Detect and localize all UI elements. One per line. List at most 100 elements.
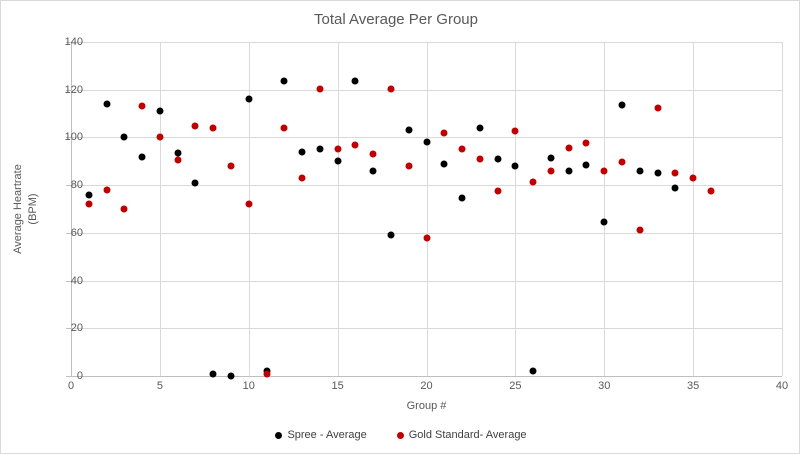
data-point-gold-standard[interactable] — [582, 139, 590, 147]
data-point-gold-standard[interactable] — [440, 129, 448, 137]
data-point-spree[interactable] — [636, 167, 644, 175]
y-axis-title-line2: (BPM) — [27, 193, 39, 225]
y-tick-label: 100 — [64, 131, 83, 144]
y-tick-mark — [66, 185, 71, 187]
data-point-gold-standard[interactable] — [316, 85, 324, 93]
data-point-gold-standard[interactable] — [387, 85, 395, 93]
y-tick-label: 140 — [64, 36, 83, 48]
data-point-gold-standard[interactable] — [671, 169, 679, 177]
data-point-spree[interactable] — [494, 155, 502, 163]
data-point-gold-standard[interactable] — [280, 124, 288, 132]
data-point-gold-standard[interactable] — [298, 174, 306, 182]
data-point-gold-standard[interactable] — [174, 156, 182, 164]
x-tick-label: 25 — [509, 380, 522, 392]
data-point-spree[interactable] — [369, 167, 377, 175]
data-point-spree[interactable] — [334, 157, 342, 165]
data-point-spree[interactable] — [191, 179, 199, 187]
data-point-gold-standard[interactable] — [689, 174, 697, 182]
x-tick-label: 35 — [687, 380, 700, 392]
x-tick-label: 5 — [156, 380, 163, 392]
data-point-gold-standard[interactable] — [707, 187, 715, 195]
legend-item-gold-standard[interactable]: Gold Standard- Average — [396, 429, 527, 441]
data-point-spree[interactable] — [582, 161, 590, 169]
data-point-spree[interactable] — [511, 162, 519, 170]
data-point-spree[interactable] — [476, 124, 484, 132]
y-tick-mark — [66, 328, 71, 330]
data-point-spree[interactable] — [529, 367, 537, 375]
data-point-spree[interactable] — [458, 194, 466, 202]
data-point-spree[interactable] — [120, 133, 128, 141]
x-tick-label: 20 — [420, 380, 433, 392]
data-point-spree[interactable] — [565, 167, 573, 175]
legend-item-spree[interactable]: Spree - Average — [275, 429, 367, 441]
data-point-gold-standard[interactable] — [120, 205, 128, 213]
data-point-gold-standard[interactable] — [565, 144, 573, 152]
data-point-gold-standard[interactable] — [636, 226, 644, 234]
data-point-spree[interactable] — [654, 169, 662, 177]
data-point-spree[interactable] — [423, 138, 430, 146]
y-tick-mark — [66, 137, 71, 139]
y-tick-mark — [66, 89, 71, 91]
data-point-spree[interactable] — [387, 231, 395, 239]
data-point-spree[interactable] — [85, 191, 93, 199]
data-point-spree[interactable] — [298, 148, 306, 156]
data-point-spree[interactable] — [138, 153, 146, 160]
data-point-gold-standard[interactable] — [227, 162, 235, 170]
y-tick-mark — [66, 232, 71, 234]
y-tick-mark — [66, 280, 71, 282]
data-point-gold-standard[interactable] — [209, 124, 217, 132]
x-axis-title[interactable]: Group # — [406, 400, 447, 412]
data-point-gold-standard[interactable] — [351, 141, 359, 149]
gridline-vertical — [426, 42, 428, 376]
data-point-gold-standard[interactable] — [156, 133, 164, 141]
data-point-gold-standard[interactable] — [458, 145, 466, 153]
data-point-gold-standard[interactable] — [423, 234, 430, 242]
gridline-vertical — [515, 42, 517, 376]
data-point-spree[interactable] — [671, 184, 679, 192]
gridline-vertical — [248, 42, 250, 376]
data-point-gold-standard[interactable] — [618, 158, 626, 166]
data-point-spree[interactable] — [245, 95, 253, 103]
data-point-gold-standard[interactable] — [654, 104, 662, 112]
data-point-gold-standard[interactable] — [103, 186, 111, 194]
data-point-gold-standard[interactable] — [85, 200, 93, 208]
data-point-spree[interactable] — [600, 218, 608, 226]
data-point-gold-standard[interactable] — [191, 122, 199, 129]
data-point-spree[interactable] — [405, 126, 413, 134]
data-point-spree[interactable] — [156, 107, 164, 115]
data-point-spree[interactable] — [440, 160, 448, 168]
data-point-spree[interactable] — [174, 149, 182, 157]
data-point-gold-standard[interactable] — [511, 127, 519, 135]
data-point-gold-standard[interactable] — [138, 102, 146, 110]
y-tick-label: 20 — [70, 322, 83, 335]
data-point-gold-standard[interactable] — [547, 167, 555, 175]
data-point-spree[interactable] — [351, 77, 359, 85]
data-point-gold-standard[interactable] — [405, 162, 413, 170]
data-point-gold-standard[interactable] — [245, 200, 253, 208]
data-point-spree[interactable] — [103, 100, 111, 108]
data-point-gold-standard[interactable] — [494, 187, 502, 195]
legend-marker-spree-icon — [275, 431, 283, 439]
gridline-vertical — [337, 42, 339, 376]
chart-title[interactable]: Total Average Per Group — [314, 11, 478, 28]
data-point-gold-standard[interactable] — [476, 155, 484, 163]
data-point-spree[interactable] — [547, 154, 555, 162]
data-point-gold-standard[interactable] — [529, 178, 537, 186]
data-point-gold-standard[interactable] — [263, 370, 271, 378]
gridline-vertical — [782, 42, 783, 376]
data-point-gold-standard[interactable] — [334, 145, 342, 153]
data-point-spree[interactable] — [209, 370, 217, 378]
data-point-gold-standard[interactable] — [600, 167, 608, 175]
data-point-gold-standard[interactable] — [369, 150, 377, 158]
data-point-spree[interactable] — [280, 77, 288, 85]
plot-area — [66, 42, 783, 380]
data-point-spree[interactable] — [618, 101, 626, 109]
y-tick-label: 40 — [70, 274, 83, 287]
x-tick-label: 15 — [331, 380, 344, 392]
data-point-spree[interactable] — [316, 145, 324, 153]
gridline-vertical — [604, 42, 606, 376]
data-point-spree[interactable] — [227, 372, 235, 380]
gridline-vertical — [159, 42, 161, 376]
y-axis-title[interactable]: Average Heartrate (BPM) — [11, 164, 41, 254]
